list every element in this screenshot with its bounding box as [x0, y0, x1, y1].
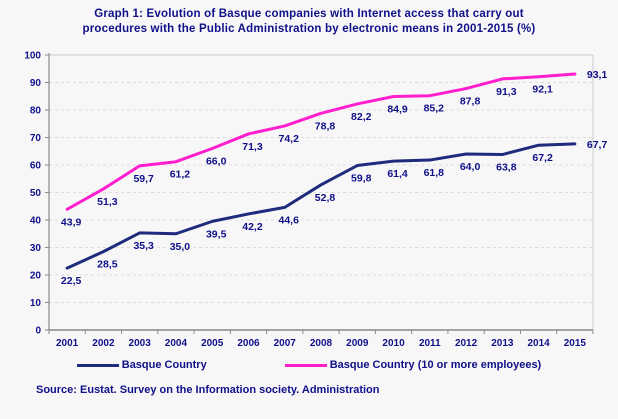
data-label: 93,1 [587, 69, 608, 81]
y-axis-tick-label: 40 [30, 216, 42, 227]
data-label: 64,0 [460, 161, 481, 173]
y-axis-tick-label: 80 [30, 106, 42, 117]
data-label: 22,5 [61, 275, 82, 287]
data-label: 74,2 [279, 133, 300, 145]
source-note: Source: Eustat. Survey on the Informatio… [36, 384, 380, 396]
data-label: 35,0 [170, 241, 191, 253]
x-axis-tick-label: 2013 [491, 338, 514, 349]
data-label: 59,7 [133, 173, 154, 185]
data-label: 67,2 [532, 152, 553, 164]
y-axis-tick-label: 0 [35, 326, 41, 337]
axis-labels: 0 10 20 30 40 50 60 70 80 90 100 2001 2002 2003 2004 20… [24, 51, 586, 350]
data-label: 92,1 [532, 84, 553, 96]
x-axis-tick-label: 2007 [274, 338, 297, 349]
data-label: 61,8 [424, 167, 445, 179]
x-axis-tick-label: 2009 [346, 338, 369, 349]
chart-title-line2: procedures with the Public Administratio… [82, 23, 536, 35]
line-chart-plot: 0 10 20 30 40 50 60 70 80 90 100 2001 2002 2003 2004 20… [24, 51, 608, 350]
gridlines [49, 54, 594, 330]
y-axis-tick-label: 20 [30, 271, 42, 282]
x-axis-tick-label: 2012 [455, 338, 478, 349]
x-axis-tick-label: 2004 [165, 338, 188, 349]
data-label: 84,9 [387, 104, 408, 116]
y-axis-tick-label: 10 [30, 298, 42, 309]
legend-line-swatch-magenta [284, 363, 327, 367]
data-label: 87,8 [460, 96, 481, 108]
data-label: 43,9 [61, 216, 82, 228]
series-line-basque-country [65, 142, 577, 270]
legend-label: Basque Country [121, 359, 207, 371]
data-label: 52,8 [315, 192, 336, 204]
data-label: 51,3 [97, 196, 118, 208]
chart-title-line1: Graph 1: Evolution of Basque companies w… [94, 8, 524, 20]
series-data-labels: 22,5 28,5 35,3 35,0 39,5 42,2 44,6 52,8 59,8 61,4… [61, 139, 608, 287]
data-label: 85,2 [424, 103, 445, 115]
series-data-labels: 43,9 51,3 59,7 61,2 66,0 71,3 74,2 78,8 82,2 84,9… [61, 69, 608, 228]
legend-label: Basque Country (10 or more employees) [329, 359, 542, 371]
y-axis-tick-label: 30 [30, 243, 42, 254]
series-line-basque-country-10-plus [65, 72, 577, 211]
data-label: 44,6 [279, 214, 300, 226]
data-label: 61,2 [170, 169, 191, 181]
legend-item-basque-country-10-plus: Basque Country (10 or more employees) [284, 359, 542, 371]
data-label: 35,3 [133, 240, 154, 252]
x-axis-tick-label: 2001 [56, 338, 79, 349]
data-label: 82,2 [351, 111, 372, 123]
data-label: 63,8 [496, 162, 517, 174]
y-axis-tick-label: 70 [30, 133, 42, 144]
x-axis-tick-label: 2015 [564, 338, 587, 349]
data-label: 66,0 [206, 156, 227, 168]
y-axis-tick-label: 50 [30, 188, 42, 199]
data-label: 42,2 [242, 221, 263, 233]
data-label: 39,5 [206, 228, 227, 240]
x-axis-tick-label: 2010 [382, 338, 405, 349]
data-label: 67,7 [587, 139, 608, 151]
chart-title: Graph 1: Evolution of Basque companies w… [0, 7, 618, 37]
x-axis-tick-label: 2006 [237, 338, 260, 349]
data-label: 28,5 [97, 259, 118, 271]
data-label: 59,8 [351, 173, 372, 185]
x-axis-tick-label: 2011 [419, 338, 441, 349]
legend-line-swatch-navy [76, 363, 119, 367]
y-axis-tick-label: 100 [24, 51, 41, 62]
data-label: 71,3 [242, 141, 263, 153]
x-axis-tick-label: 2005 [201, 338, 224, 349]
x-axis-tick-label: 2014 [527, 338, 550, 349]
legend-item-basque-country: Basque Country [76, 359, 207, 371]
y-axis-tick-label: 60 [30, 161, 42, 172]
x-axis-tick-label: 2002 [92, 338, 115, 349]
y-axis-tick-label: 90 [30, 78, 42, 89]
data-label: 61,4 [387, 168, 408, 180]
x-axis-tick-label: 2003 [129, 338, 152, 349]
chart-legend: Basque Country Basque Country (10 or mor… [0, 359, 618, 371]
x-axis-tick-label: 2008 [310, 338, 333, 349]
data-label: 91,3 [496, 86, 517, 98]
data-label: 78,8 [315, 120, 336, 132]
axes [45, 53, 594, 334]
